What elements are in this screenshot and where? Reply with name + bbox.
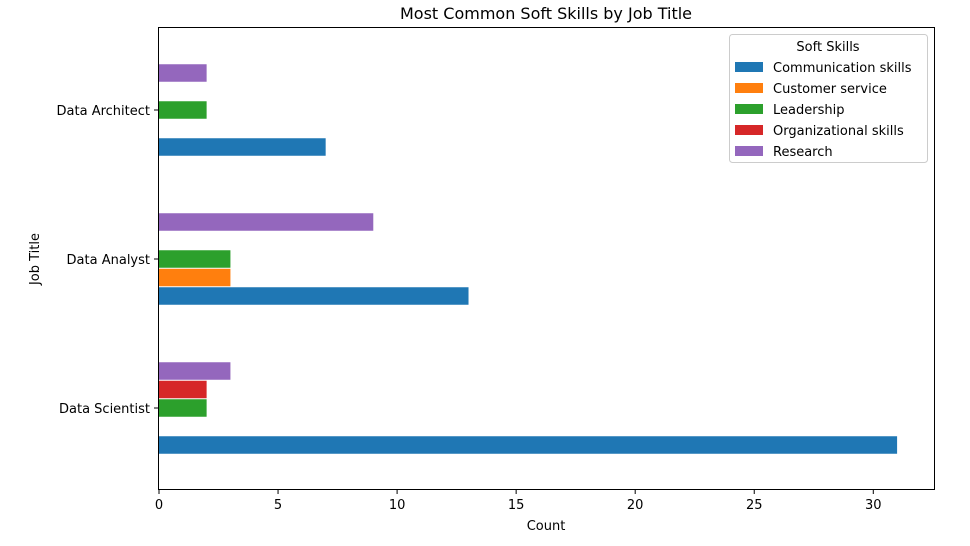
bar-data-scientist-communication-skills [159,436,898,454]
legend-swatch [735,104,763,114]
legend-swatch [735,62,763,72]
y-axis-label: Job Title [28,233,43,286]
bar-data-analyst-leadership [159,250,231,268]
bar-data-scientist-organizational-skills [159,380,207,399]
legend-swatch [735,125,763,135]
x-tick-label: 15 [508,498,525,513]
legend-title: Soft Skills [796,40,859,55]
bar-data-scientist-leadership [159,399,207,417]
x-tick-label: 5 [274,498,282,513]
x-tick-label: 25 [746,498,763,513]
legend: Soft Skills Communication skills Customer… [729,34,928,163]
bar-data-scientist-research [159,362,231,380]
y-tick-label: Data Scientist [59,402,150,417]
legend-swatch [735,146,763,156]
x-tick-label: 30 [865,498,882,513]
x-tick-label: 10 [389,498,406,513]
bar-data-architect-communication-skills [159,138,326,156]
bar-data-architect-research [159,64,207,82]
legend-entries: Communication skills Customer service Lead… [735,61,912,160]
x-tick-label: 0 [155,498,163,513]
legend-label: Organizational skills [773,124,904,139]
legend-label: Customer service [773,82,887,97]
y-tick-label: Data Architect [57,104,150,119]
bar-data-analyst-customer-service [159,268,231,287]
legend-swatch [735,83,763,93]
chart-title: Most Common Soft Skills by Job Title [400,4,692,23]
bar-data-architect-leadership [159,101,207,119]
bar-data-analyst-communication-skills [159,287,469,305]
bars-layer [159,64,898,454]
y-tick-label: Data Analyst [67,253,150,268]
x-tick-label: 20 [627,498,644,513]
legend-label: Research [773,145,833,160]
legend-label: Leadership [773,103,844,118]
legend-label: Communication skills [773,61,912,76]
x-axis-label: Count [527,519,566,534]
legend-box [729,34,928,163]
plot-frame [158,27,935,490]
bar-data-analyst-research [159,213,374,231]
